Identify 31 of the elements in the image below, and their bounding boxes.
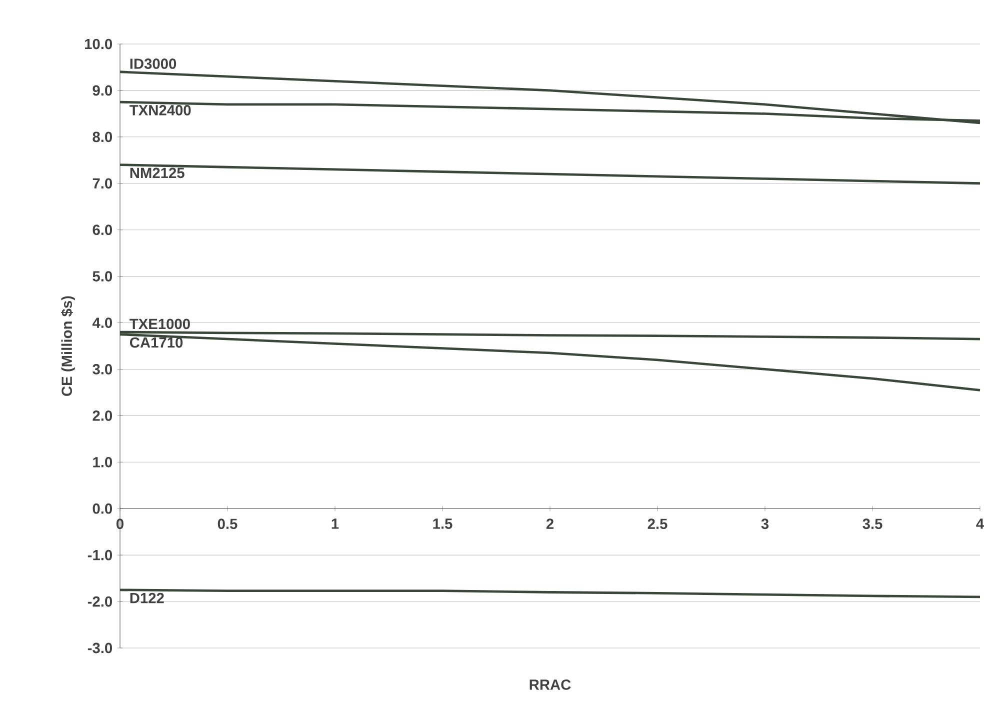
x-tick-label: 0.5 xyxy=(218,518,238,530)
x-axis-title: RRAC xyxy=(530,679,571,690)
x-tick-label: 0 xyxy=(116,518,124,530)
y-tick-label: -2.0 xyxy=(88,596,112,607)
y-tick-label: 4.0 xyxy=(92,318,112,328)
y-tick-label: 9.0 xyxy=(92,85,112,96)
y-tick-label: -3.0 xyxy=(88,642,112,654)
y-tick-label: 5.0 xyxy=(92,271,112,282)
x-tick-label: 2.5 xyxy=(648,518,668,530)
y-tick-label: -1.0 xyxy=(88,550,112,560)
x-tick-label: 1 xyxy=(332,518,339,529)
y-tick-label: 3.0 xyxy=(92,364,112,374)
x-tick-label: 1.5 xyxy=(433,518,452,529)
y-tick-label: 10.0 xyxy=(85,38,112,50)
y-tick-label: 2.0 xyxy=(92,410,112,421)
y-tick-label: 0.0 xyxy=(92,503,112,514)
series-label: NM2125 xyxy=(130,168,184,178)
series-label: ID3000 xyxy=(130,58,176,69)
series-label: TXN2400 xyxy=(130,105,191,116)
y-tick-label: 8.0 xyxy=(92,132,112,142)
y-axis-title: CE (Million $s) xyxy=(61,296,75,396)
series-label: CA1710 xyxy=(130,337,183,348)
y-tick-label: 6.0 xyxy=(92,224,112,236)
y-tick-label: 7.0 xyxy=(92,178,112,189)
y-tick-label: 1.0 xyxy=(93,456,112,468)
x-tick-label: 2 xyxy=(546,518,554,529)
series-label: TXE1000 xyxy=(130,318,190,330)
series-label: D122 xyxy=(130,592,164,604)
x-tick-label: 3 xyxy=(761,518,769,530)
x-tick-label: 4 xyxy=(976,518,984,529)
x-tick-label: 3.5 xyxy=(862,518,882,530)
